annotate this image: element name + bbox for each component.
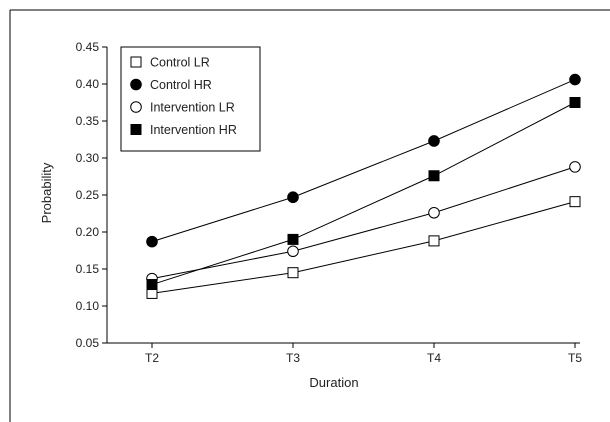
legend-entry-label: Intervention HR bbox=[150, 123, 237, 137]
legend-marker bbox=[130, 78, 142, 91]
x-axis-label: Duration bbox=[309, 375, 358, 390]
y-tick-label: 0.35 bbox=[76, 114, 100, 128]
y-axis-label: Probability bbox=[39, 162, 54, 223]
y-tick-label: 0.20 bbox=[76, 225, 100, 239]
data-point bbox=[569, 73, 581, 86]
series-control-lr bbox=[146, 196, 581, 299]
series-line bbox=[151, 201, 576, 294]
data-point bbox=[569, 196, 581, 208]
legend-entry-label: Intervention LR bbox=[150, 101, 235, 115]
data-point bbox=[146, 235, 158, 248]
legend-box bbox=[120, 46, 261, 152]
data-point bbox=[287, 245, 299, 258]
legend-entry-label: Control LR bbox=[150, 56, 210, 70]
data-point bbox=[569, 97, 581, 108]
data-point bbox=[287, 233, 299, 245]
series-layer bbox=[146, 73, 581, 299]
data-point bbox=[428, 170, 440, 182]
series-line bbox=[151, 166, 576, 280]
y-tick-label: 0.10 bbox=[76, 299, 100, 313]
data-point bbox=[287, 267, 299, 279]
legend-marker bbox=[130, 124, 142, 135]
x-tick-label: T4 bbox=[427, 351, 441, 365]
y-tick-label: 0.05 bbox=[76, 336, 100, 350]
data-point bbox=[569, 161, 581, 173]
data-point bbox=[146, 279, 158, 291]
y-tick-label: 0.30 bbox=[76, 151, 100, 165]
data-point bbox=[428, 206, 440, 219]
data-point bbox=[287, 191, 299, 204]
legend-marker bbox=[130, 101, 142, 113]
data-point bbox=[428, 235, 440, 247]
legend-marker bbox=[130, 56, 142, 68]
x-tick-label: T5 bbox=[568, 351, 582, 365]
series-intervention-lr bbox=[146, 161, 581, 285]
series-line bbox=[151, 102, 576, 286]
y-tick-label: 0.40 bbox=[76, 77, 100, 91]
series-intervention-hr bbox=[146, 97, 581, 291]
axes: 0.05 0.10 0.15 0.20 0.25 0.30 0.35 0.40 0.45 T2 T3… bbox=[76, 40, 583, 365]
x-tick-label: T2 bbox=[145, 351, 159, 365]
series-control-hr bbox=[146, 73, 581, 248]
series-line bbox=[151, 79, 576, 243]
x-tick-label: T3 bbox=[286, 351, 300, 365]
y-tick-label: 0.45 bbox=[76, 40, 100, 54]
data-point bbox=[428, 135, 440, 147]
y-tick-label: 0.25 bbox=[76, 188, 100, 202]
y-tick-label: 0.15 bbox=[76, 262, 100, 276]
legend-entry-label: Control HR bbox=[150, 78, 212, 92]
legend: Control LR Control HR Intervention LR Inter… bbox=[120, 46, 261, 152]
